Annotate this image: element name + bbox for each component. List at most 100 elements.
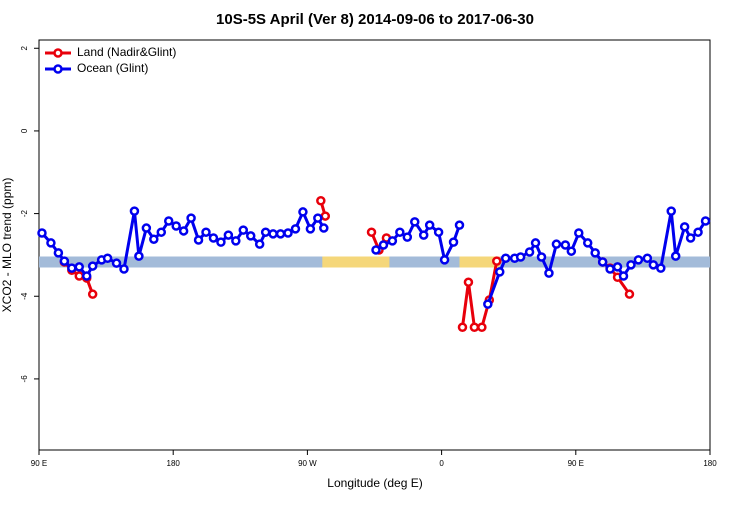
data-point xyxy=(582,238,593,248)
legend-marker xyxy=(53,48,63,58)
data-point xyxy=(193,235,204,245)
data-point xyxy=(254,239,265,249)
data-point xyxy=(666,206,676,216)
x-tick-label: 0 xyxy=(439,459,444,468)
data-point xyxy=(134,251,144,261)
data-point xyxy=(298,207,308,217)
data-point xyxy=(37,228,47,238)
data-point xyxy=(495,267,505,277)
legend-label: Land (Nadir&Glint) xyxy=(77,45,176,59)
data-point xyxy=(679,222,690,232)
data-point xyxy=(500,253,511,263)
data-point xyxy=(87,289,98,299)
x-tick-label: 90 W xyxy=(298,459,317,468)
data-point xyxy=(551,239,562,249)
data-point xyxy=(387,236,398,246)
data-point xyxy=(483,299,493,309)
data-point xyxy=(574,228,584,238)
data-point xyxy=(642,253,653,263)
data-point xyxy=(700,216,711,226)
data-point xyxy=(457,322,468,332)
data-point xyxy=(208,233,219,243)
data-point xyxy=(448,237,459,247)
x-tick-label: 180 xyxy=(167,459,181,468)
data-point xyxy=(111,258,122,268)
data-point xyxy=(156,227,167,237)
data-point xyxy=(119,264,129,274)
data-point xyxy=(530,238,541,248)
data-point xyxy=(275,229,286,239)
data-point xyxy=(74,271,85,281)
data-point xyxy=(53,248,64,258)
x-tick-label: 90 E xyxy=(31,459,47,468)
data-point xyxy=(433,227,444,237)
data-point xyxy=(74,262,85,272)
data-point xyxy=(626,260,636,270)
y-tick-label: 0 xyxy=(20,128,29,133)
data-point xyxy=(149,234,159,244)
y-axis-label: XCO2 - MLO trend (ppm) xyxy=(0,178,14,313)
data-point xyxy=(231,236,241,246)
data-point xyxy=(618,271,629,281)
data-point xyxy=(605,264,615,274)
data-point xyxy=(366,227,377,237)
data-point xyxy=(670,251,681,261)
data-point xyxy=(46,238,56,248)
data-point xyxy=(590,248,600,258)
data-point xyxy=(201,227,211,237)
data-point xyxy=(536,252,547,262)
data-point xyxy=(290,224,301,234)
data-point xyxy=(418,230,429,240)
data-point xyxy=(477,322,487,332)
data-point xyxy=(163,216,174,226)
data-point xyxy=(402,232,413,242)
data-point xyxy=(515,252,526,262)
data-point xyxy=(492,256,502,266)
data-point xyxy=(102,253,113,263)
x-tick-label: 180 xyxy=(703,459,717,468)
data-point xyxy=(395,227,405,237)
data-point xyxy=(141,223,152,233)
data-point xyxy=(656,263,666,273)
data-point xyxy=(59,256,70,266)
data-point xyxy=(260,227,271,237)
legend-label: Ocean (Glint) xyxy=(77,61,148,75)
data-point xyxy=(171,221,181,231)
data-point xyxy=(216,237,226,247)
x-tick-label: 90 E xyxy=(568,459,584,468)
y-tick-label: -4 xyxy=(20,292,29,300)
data-point xyxy=(424,220,435,230)
data-point xyxy=(693,227,703,237)
data-point xyxy=(544,268,554,278)
data-point xyxy=(410,217,420,227)
x-axis-label: Longitude (deg E) xyxy=(327,476,422,490)
data-point xyxy=(685,233,696,243)
data-point xyxy=(313,213,323,223)
data-point xyxy=(316,196,326,206)
data-point xyxy=(454,220,465,230)
data-point xyxy=(378,240,389,250)
data-point xyxy=(597,257,608,267)
data-point xyxy=(178,226,189,236)
data-point xyxy=(648,260,659,270)
data-point xyxy=(371,245,381,255)
data-point xyxy=(87,261,98,271)
data-point xyxy=(439,255,450,265)
data-point xyxy=(560,240,571,250)
legend-marker xyxy=(53,64,63,74)
data-point xyxy=(633,255,644,265)
data-point xyxy=(463,277,474,287)
data-point xyxy=(469,322,480,332)
data-point xyxy=(320,211,331,221)
plot-frame xyxy=(38,39,711,451)
y-tick-label: -2 xyxy=(20,209,29,217)
data-point xyxy=(612,262,623,272)
y-tick-label: -6 xyxy=(20,375,29,383)
data-point xyxy=(305,224,316,234)
data-point xyxy=(67,263,77,273)
data-point xyxy=(223,230,234,240)
data-point xyxy=(268,229,278,239)
chart-title: 10S-5S April (Ver 8) 2014-09-06 to 2017-… xyxy=(216,11,534,28)
